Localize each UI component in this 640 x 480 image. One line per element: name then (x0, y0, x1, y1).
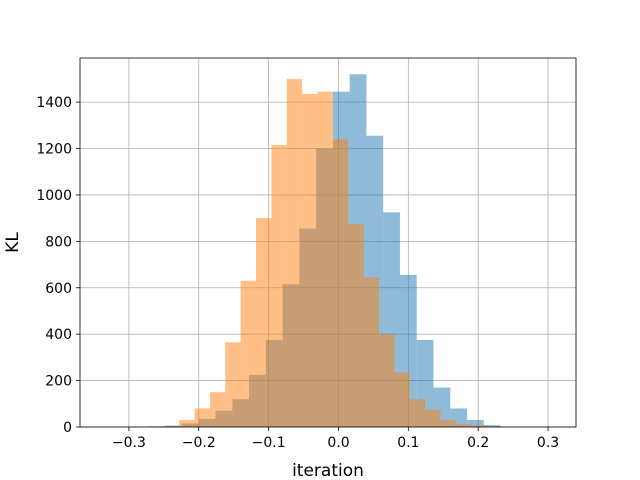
y-tick-label: 600 (45, 281, 72, 297)
histogram-bar (378, 334, 395, 427)
histogram-bar (209, 392, 226, 427)
histogram-bar (256, 218, 272, 427)
x-axis-label: iteration (292, 461, 364, 480)
y-tick-label: 1200 (36, 142, 72, 158)
histogram-bar (471, 425, 487, 427)
x-tick-label: −0.3 (112, 435, 146, 451)
histogram-bars (148, 74, 502, 428)
y-tick-label: 200 (45, 374, 72, 390)
histogram-bar (483, 425, 501, 427)
histogram-bar (467, 420, 484, 427)
histogram-bar (179, 420, 195, 427)
series-1-bars (163, 78, 502, 428)
x-tick-label: 0.3 (537, 435, 559, 451)
histogram-bar (348, 223, 364, 427)
y-tick-label: 400 (45, 327, 72, 343)
histogram-bar (286, 78, 303, 428)
plot-frame (79, 57, 577, 428)
y-tick-label: 0 (63, 420, 72, 436)
y-axis-label: KL (3, 232, 23, 253)
histogram-bar (240, 280, 257, 427)
histogram-bar (225, 342, 241, 427)
histogram-bar (194, 408, 210, 427)
histogram-bar (271, 145, 287, 427)
histogram-bar (363, 277, 379, 427)
x-tick-label: −0.1 (252, 435, 286, 451)
histogram-bar (317, 91, 333, 427)
histogram-bar (425, 409, 441, 427)
x-tick-label: 0.1 (397, 435, 419, 451)
y-tick-label: 1000 (36, 188, 72, 204)
histogram-bar (302, 93, 318, 428)
histogram-bar (332, 139, 349, 427)
y-tick-label: 800 (45, 234, 72, 250)
histogram-bar (440, 420, 456, 427)
x-tick-label: −0.2 (182, 435, 216, 451)
y-tick-label: 1400 (36, 95, 72, 111)
histogram-bar (163, 425, 180, 427)
histogram-bar (394, 372, 410, 427)
histogram-bar (455, 424, 472, 427)
x-tick-label: 0.2 (467, 435, 489, 451)
histogram-bar (409, 399, 426, 427)
axis-ticks: −0.3 −0.2 −0.1 0.0 0.1 0.2 0.3 0 200 400 600 800 100… (36, 95, 559, 451)
x-tick-label: 0.0 (327, 435, 349, 451)
